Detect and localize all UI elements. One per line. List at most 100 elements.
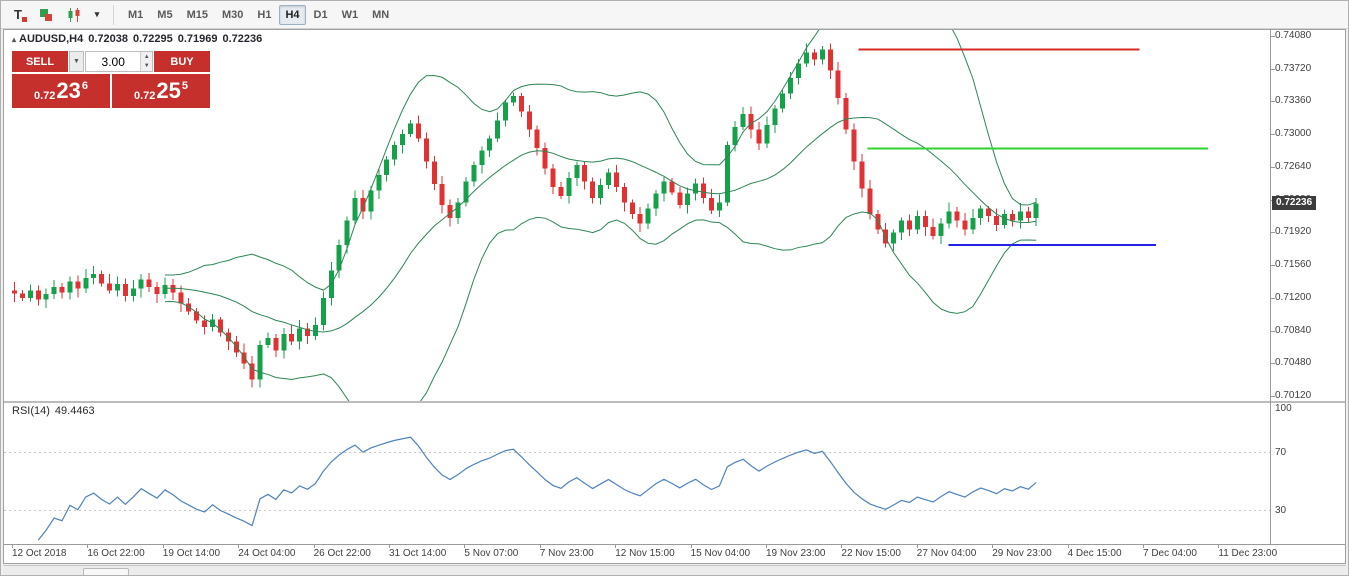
time-axis-tick (238, 544, 240, 548)
one-click-toggle-icon[interactable]: ▴ (12, 35, 17, 44)
volume-increase-icon[interactable]: ▲ (141, 52, 152, 62)
toolbar-separator (113, 4, 114, 25)
symbol-name: AUDUSD,H4 (19, 33, 84, 45)
text-label-tool-button[interactable]: T (5, 4, 31, 26)
rsi-value: 49.4463 (54, 405, 95, 417)
rsi-axis-label: 30 (1275, 504, 1287, 516)
time-axis-label: 29 Nov 23:00 (992, 548, 1052, 559)
timeframe-h4-button[interactable]: H4 (279, 4, 306, 25)
time-axis-label: 7 Dec 04:00 (1143, 548, 1197, 559)
timeframe-mn-button[interactable]: MN (366, 5, 395, 25)
price-axis-tick (1270, 101, 1275, 103)
price-axis-label: 0.74080 (1275, 30, 1312, 41)
time-axis-divider (4, 544, 1345, 545)
time-axis-tick (992, 544, 994, 548)
price-axis-label: 0.71200 (1275, 291, 1312, 303)
price-axis-label: 0.73720 (1275, 62, 1312, 74)
time-axis-tick (539, 544, 541, 548)
time-axis-label: 12 Nov 15:00 (615, 548, 675, 559)
price-axis-tick (1270, 166, 1275, 168)
timeframe-m30-button[interactable]: M30 (216, 5, 249, 25)
price-axis-label: 0.72640 (1275, 160, 1312, 172)
rsi-indicator-label: RSI(14) 49.4463 (12, 405, 100, 417)
panel-grip[interactable] (83, 568, 129, 575)
buy-price-button[interactable]: 0.72 25 5 (112, 74, 210, 108)
price-axis-tick (1270, 265, 1275, 267)
ohlc-close: 0.72236 (222, 33, 263, 45)
chart-type-dropdown-icon[interactable]: ▾ (89, 4, 105, 26)
timeframe-w1-button[interactable]: W1 (336, 5, 365, 25)
timeframe-d1-button[interactable]: D1 (308, 5, 334, 25)
time-axis-tick (464, 544, 466, 548)
time-axis-label: 31 Oct 14:00 (389, 548, 447, 559)
current-price-badge: 0.72236 (1272, 195, 1317, 210)
time-axis-label: 7 Nov 23:00 (539, 548, 594, 559)
time-axis-tick (1067, 544, 1069, 548)
volume-stepper: ▲ ▼ (140, 52, 152, 71)
price-axis-label: 0.73000 (1275, 128, 1312, 140)
price-axis-label: 0.70120 (1275, 390, 1312, 401)
price-axis-tick (1270, 36, 1275, 37)
rsi-axis-label: 100 (1275, 403, 1292, 414)
price-axis-tick (1270, 232, 1275, 234)
time-axis-label: 16 Oct 22:00 (87, 548, 145, 559)
current-price-value: 0.72236 (1276, 196, 1313, 208)
shapes-icon (40, 8, 52, 21)
time-axis-label: 19 Oct 14:00 (162, 548, 221, 559)
price-axis-label: 0.70840 (1275, 324, 1312, 336)
time-axis-label: 27 Nov 04:00 (916, 548, 977, 559)
time-axis-label: 4 Dec 15:00 (1067, 548, 1122, 559)
rsi-chart-canvas[interactable] (4, 403, 1270, 544)
time-axis-tick (1218, 544, 1220, 548)
timeframe-m5-button[interactable]: M5 (151, 5, 178, 25)
one-click-trading-panel: SELL ▼ ▲ ▼ BUY 0.72 23 6 0.7 (12, 51, 210, 108)
price-axis-tick (1270, 297, 1275, 299)
timeframe-m15-button[interactable]: M15 (181, 5, 214, 25)
volume-decrease-icon[interactable]: ▼ (141, 61, 152, 71)
buy-button[interactable]: BUY (154, 51, 210, 72)
time-axis-tick (12, 544, 13, 548)
volume-input[interactable] (86, 52, 141, 71)
sell-price-button[interactable]: 0.72 23 6 (12, 74, 110, 108)
price-axis-label: 0.70480 (1275, 357, 1312, 369)
time-axis-label: 24 Oct 04:00 (238, 548, 296, 559)
one-click-price-row: 0.72 23 6 0.72 25 5 (12, 74, 210, 108)
time-axis-tick (87, 544, 89, 548)
time-axis-label: 11 Dec 23:00 (1218, 548, 1278, 559)
time-axis-tick (162, 544, 164, 548)
time-axis-label: 5 Nov 07:00 (464, 548, 519, 559)
price-chart-canvas[interactable] (4, 30, 1270, 401)
chart-type-candlestick-tool-button[interactable] (61, 4, 87, 26)
price-axis-tick (1270, 134, 1275, 136)
buy-price-pipette: 5 (181, 80, 189, 92)
time-axis-tick (1143, 544, 1144, 548)
chart-window: 0.740800.737200.733600.730000.726400.722… (3, 29, 1346, 564)
one-click-order-row: SELL ▼ ▲ ▼ BUY (12, 51, 210, 72)
timeframe-h1-button[interactable]: H1 (251, 5, 277, 25)
time-axis-tick (615, 544, 617, 548)
time-axis-label: 19 Nov 23:00 (766, 548, 826, 559)
sell-button[interactable]: SELL (12, 51, 68, 72)
panel-splitter[interactable] (4, 401, 1345, 403)
ohlc-low: 0.71969 (177, 33, 218, 45)
time-axis-tick (841, 544, 843, 548)
price-axis-tick (1270, 396, 1275, 397)
timeframe-toolbar: M1 M5 M15 M30 H1 H4 D1 W1 MN (122, 4, 395, 25)
price-axis-label: 0.71920 (1275, 226, 1312, 238)
time-axis-tick (916, 544, 918, 548)
sell-price-pips: 23 (56, 78, 81, 103)
volume-box: ▲ ▼ (85, 51, 153, 72)
red-marker-icon (22, 16, 27, 22)
time-axis-label: 12 Oct 2018 (12, 548, 67, 559)
buy-price-pips: 25 (156, 78, 181, 103)
timeframe-m1-button[interactable]: M1 (122, 5, 149, 25)
shapes-tool-button[interactable] (33, 4, 59, 26)
time-axis-tick (766, 544, 767, 548)
order-type-dropdown-icon[interactable]: ▼ (69, 51, 84, 72)
candlestick-icon (68, 7, 80, 22)
main-toolbar: T ▾ M1 M5 M15 M30 H1 H4 D1 W1 MN (1, 1, 1348, 29)
ohlc-high: 0.72295 (132, 33, 173, 45)
time-axis-label: 26 Oct 22:00 (313, 548, 371, 559)
time-axis-label: 15 Nov 04:00 (690, 548, 751, 559)
